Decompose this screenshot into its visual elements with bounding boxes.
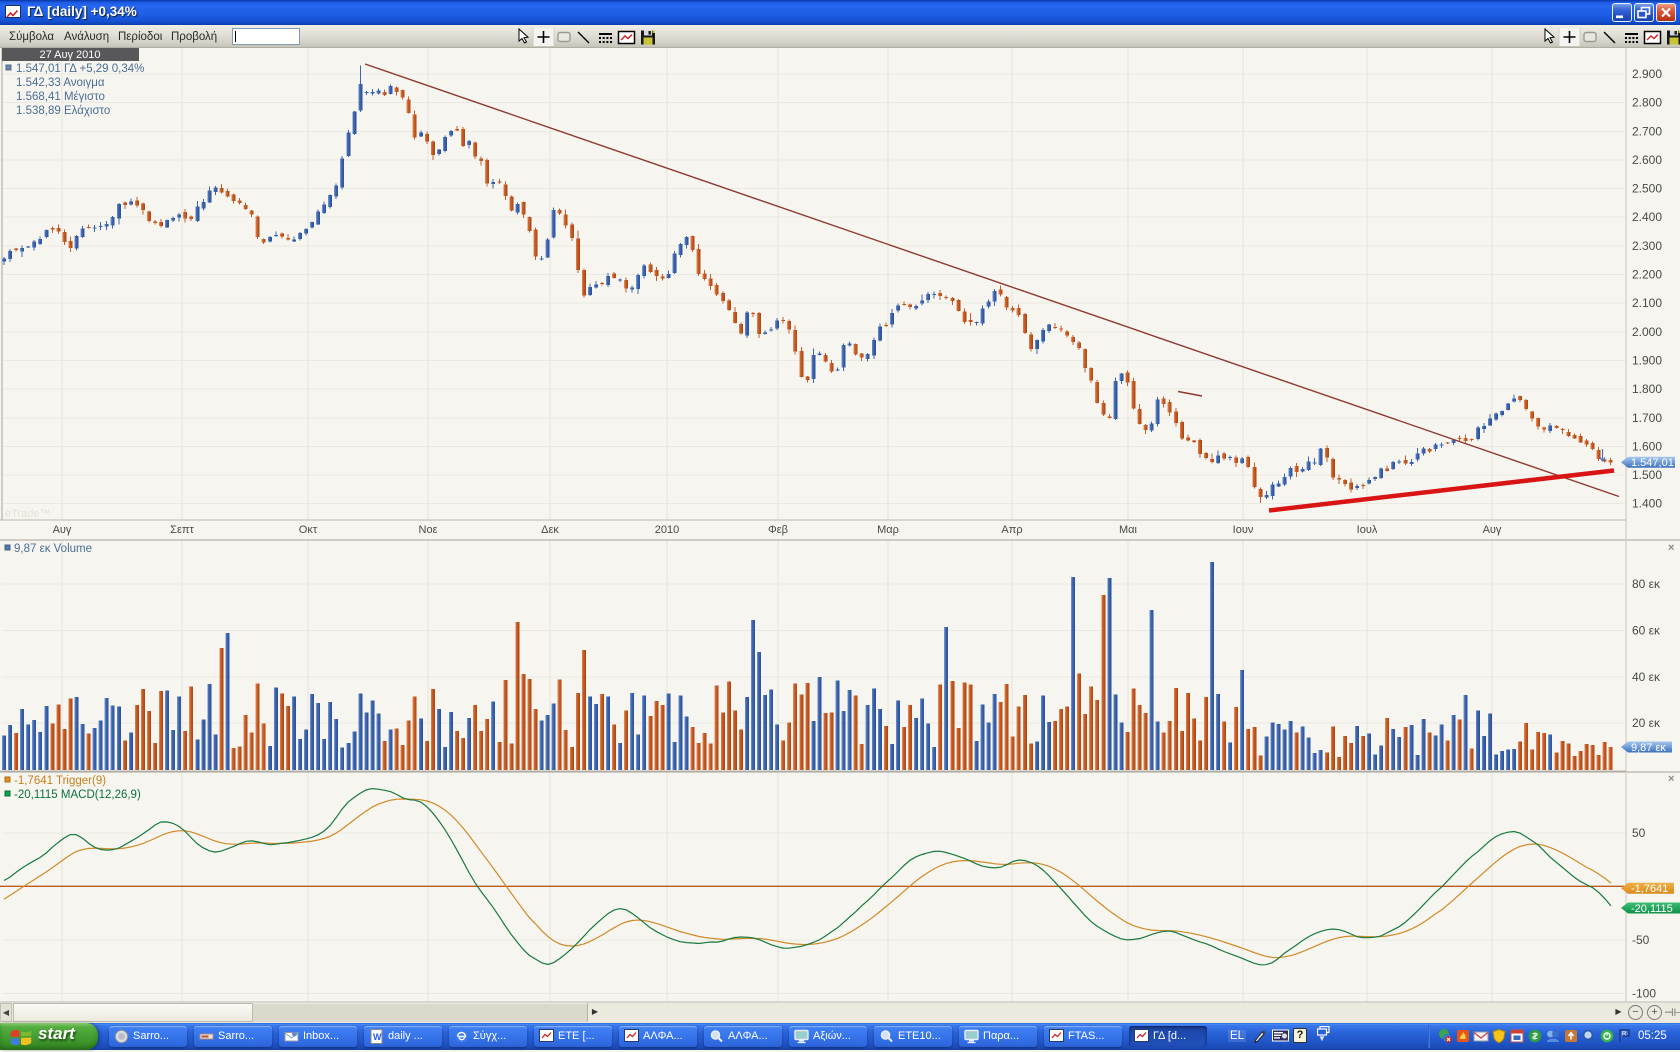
svg-text:20 εκ: 20 εκ — [1632, 716, 1661, 730]
svg-text:×: × — [1668, 773, 1674, 785]
svg-text:1.500: 1.500 — [1632, 468, 1662, 482]
svg-text:2.800: 2.800 — [1632, 96, 1662, 110]
svg-text:-20,1115 MACD(12,26,9): -20,1115 MACD(12,26,9) — [14, 789, 141, 801]
svg-text:1.600: 1.600 — [1632, 439, 1662, 453]
svg-text:2.500: 2.500 — [1632, 182, 1662, 196]
svg-text:Φεβ: Φεβ — [768, 524, 788, 536]
svg-text:2.000: 2.000 — [1632, 325, 1662, 339]
svg-text:×: × — [1668, 542, 1674, 554]
svg-text:40 εκ: 40 εκ — [1632, 670, 1661, 684]
svg-text:eTrade™: eTrade™ — [5, 508, 50, 520]
svg-text:Νοε: Νοε — [419, 524, 438, 536]
svg-text:Μαρ: Μαρ — [877, 524, 899, 536]
svg-text:Ιουλ: Ιουλ — [1357, 524, 1378, 536]
svg-text:Δεκ: Δεκ — [541, 524, 559, 536]
svg-text:Απρ: Απρ — [1001, 524, 1022, 536]
svg-text:1.568,41 Μέγιστο: 1.568,41 Μέγιστο — [16, 91, 105, 103]
svg-text:-1,7641: -1,7641 — [1631, 883, 1668, 895]
svg-text:Οκτ: Οκτ — [299, 524, 318, 536]
svg-text:80 εκ: 80 εκ — [1632, 577, 1661, 591]
svg-text:9,87 εκ Volume: 9,87 εκ Volume — [14, 543, 92, 555]
svg-text:R: R — [1622, 1032, 1627, 1038]
svg-text:1.800: 1.800 — [1632, 382, 1662, 396]
svg-text:1.542,33 Ανοιγμα: 1.542,33 Ανοιγμα — [16, 77, 105, 89]
svg-text:Ιουν: Ιουν — [1233, 524, 1254, 536]
svg-text:1.900: 1.900 — [1632, 354, 1662, 368]
svg-text:-1,7641 Trigger(9): -1,7641 Trigger(9) — [14, 775, 106, 787]
svg-text:2.600: 2.600 — [1632, 153, 1662, 167]
svg-text:2.900: 2.900 — [1632, 67, 1662, 81]
svg-text:60 εκ: 60 εκ — [1632, 624, 1661, 638]
svg-text:-20,1115: -20,1115 — [1631, 903, 1673, 915]
svg-text:-100: -100 — [1632, 986, 1656, 1000]
svg-text:50: 50 — [1632, 826, 1646, 840]
svg-text:Σεπτ: Σεπτ — [170, 524, 194, 536]
svg-text:Αυγ: Αυγ — [1483, 524, 1502, 536]
svg-text:-50: -50 — [1632, 933, 1650, 947]
svg-text:W: W — [373, 1032, 382, 1042]
svg-text:2.400: 2.400 — [1632, 210, 1662, 224]
svg-text:2.700: 2.700 — [1632, 124, 1662, 138]
svg-text:1.700: 1.700 — [1632, 411, 1662, 425]
svg-text:27 Αυγ 2010: 27 Αυγ 2010 — [39, 49, 100, 61]
svg-text:1.538,89 Ελάχιστο: 1.538,89 Ελάχιστο — [16, 105, 110, 117]
svg-text:2.100: 2.100 — [1632, 296, 1662, 310]
svg-text:9,87 εκ: 9,87 εκ — [1631, 742, 1666, 754]
svg-text:2.300: 2.300 — [1632, 239, 1662, 253]
svg-text:Αυγ: Αυγ — [53, 524, 72, 536]
svg-text:1.547,01: 1.547,01 — [1631, 457, 1674, 469]
svg-text:1.400: 1.400 — [1632, 497, 1662, 511]
svg-text:2.200: 2.200 — [1632, 268, 1662, 282]
svg-text:1.547,01 ΓΔ +5,29 0,34%: 1.547,01 ΓΔ +5,29 0,34% — [16, 63, 144, 75]
svg-text:2010: 2010 — [655, 524, 679, 536]
svg-text:Μαι: Μαι — [1119, 524, 1138, 536]
